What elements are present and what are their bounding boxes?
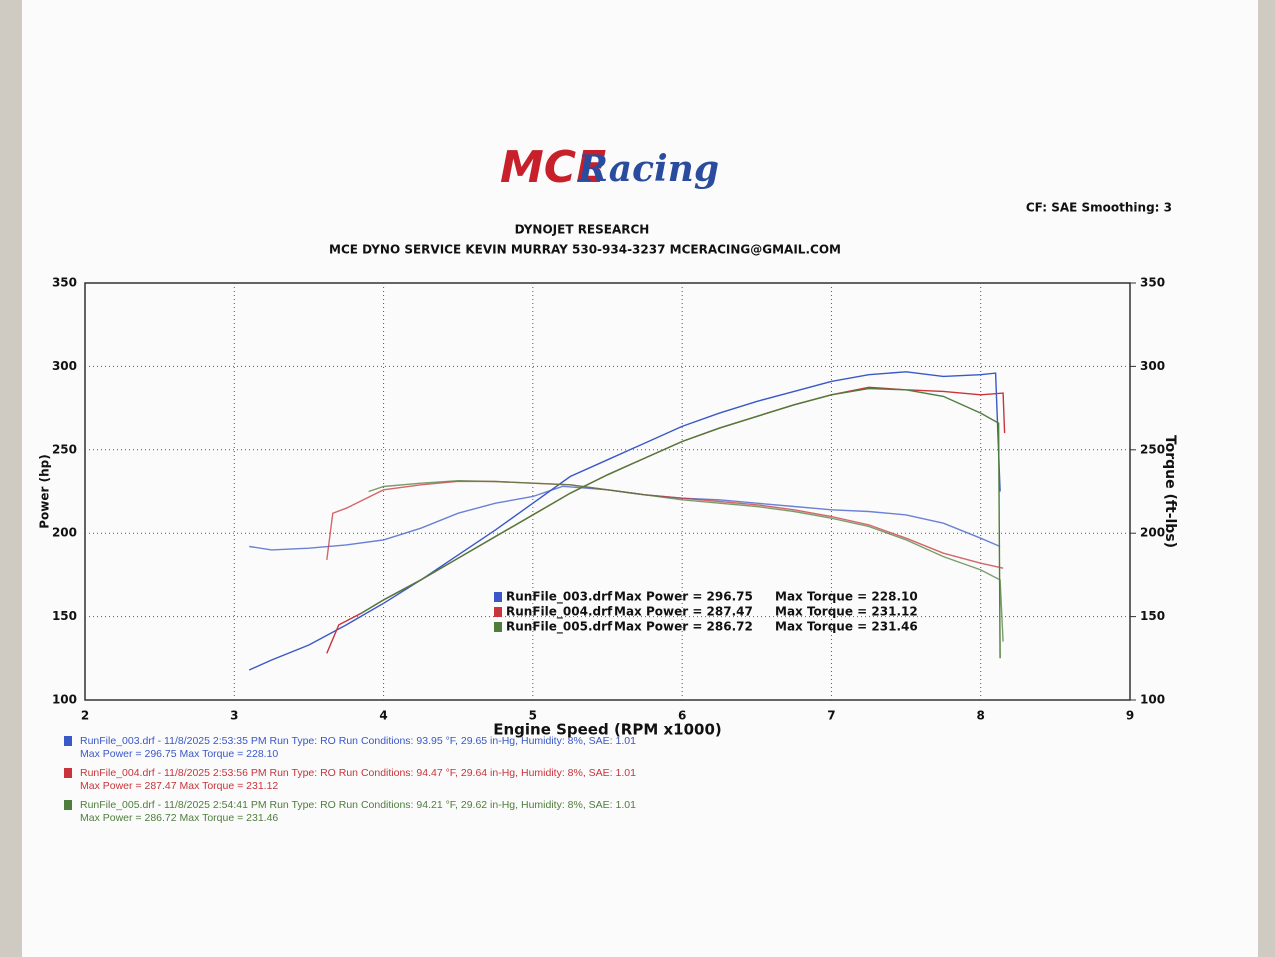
- paper: [22, 0, 1258, 957]
- footer-swatch: [64, 800, 72, 810]
- x-tick-label: 9: [1126, 709, 1134, 723]
- footer-swatch: [64, 768, 72, 778]
- y2-tick-label: 300: [1140, 359, 1165, 373]
- legend-name: RunFile_004.drf: [506, 605, 613, 620]
- legend-name: RunFile_003.drf: [506, 590, 613, 605]
- y2-tick-label: 250: [1140, 442, 1165, 456]
- y2-axis-label: Torque (ft-lbs): [1162, 435, 1178, 548]
- y2-tick-label: 150: [1140, 609, 1165, 623]
- y-tick-label: 200: [52, 526, 77, 540]
- y2-tick-label: 350: [1140, 276, 1165, 290]
- legend-power: Max Power = 296.75: [614, 590, 753, 604]
- x-tick-label: 7: [827, 709, 835, 723]
- legend-torque: Max Torque = 231.12: [775, 605, 918, 619]
- logo-script: Racing: [577, 148, 719, 190]
- power-line: [360, 387, 1001, 659]
- plot-frame: [84, 282, 1131, 701]
- legend-swatch: [494, 622, 502, 632]
- footer-line: RunFile_003.drf - 11/8/2025 2:53:35 PM R…: [80, 735, 636, 747]
- torque-line: [368, 479, 1004, 642]
- contact: MCE DYNO SERVICE KEVIN MURRAY 530-934-32…: [329, 243, 841, 257]
- y2-tick-label: 100: [1140, 693, 1165, 707]
- legend-name: RunFile_005.drf: [506, 620, 613, 635]
- y-tick-label: 250: [52, 442, 77, 456]
- settings: CF: SAE Smoothing: 3: [1026, 201, 1172, 215]
- y-tick-label: 350: [52, 276, 77, 290]
- logo-main: MCE: [500, 142, 606, 193]
- legend-torque: Max Torque = 231.46: [775, 620, 918, 634]
- x-tick-label: 2: [81, 709, 89, 723]
- y2-tick-label: 200: [1140, 526, 1165, 540]
- x-tick-label: 3: [230, 709, 238, 723]
- y-tick-label: 100: [52, 693, 77, 707]
- footer-swatch: [64, 736, 72, 746]
- legend-swatch: [494, 607, 502, 617]
- footer-line: RunFile_004.drf - 11/8/2025 2:53:56 PM R…: [80, 767, 636, 779]
- y-axis-label: Power (hp): [38, 454, 52, 528]
- x-tick-label: 4: [379, 709, 387, 723]
- legend-torque: Max Torque = 228.10: [775, 590, 918, 604]
- y-tick-label: 150: [52, 609, 77, 623]
- x-tick-label: 5: [529, 709, 537, 723]
- footer-line: Max Power = 286.72 Max Torque = 231.46: [80, 812, 278, 824]
- legend-swatch: [494, 592, 502, 602]
- power-line: [248, 371, 1001, 671]
- footer-line: Max Power = 296.75 Max Torque = 228.10: [80, 748, 278, 760]
- x-tick-label: 8: [977, 709, 985, 723]
- legend-power: Max Power = 287.47: [614, 605, 753, 619]
- x-tick-label: 6: [678, 709, 686, 723]
- company: DYNOJET RESEARCH: [515, 223, 650, 237]
- x-axis-label: Engine Speed (RPM x1000): [493, 721, 722, 739]
- y-tick-label: 300: [52, 359, 77, 373]
- legend-power: Max Power = 286.72: [614, 620, 753, 634]
- footer-line: Max Power = 287.47 Max Torque = 231.12: [80, 780, 278, 792]
- footer-line: RunFile_005.drf - 11/8/2025 2:54:41 PM R…: [80, 799, 636, 811]
